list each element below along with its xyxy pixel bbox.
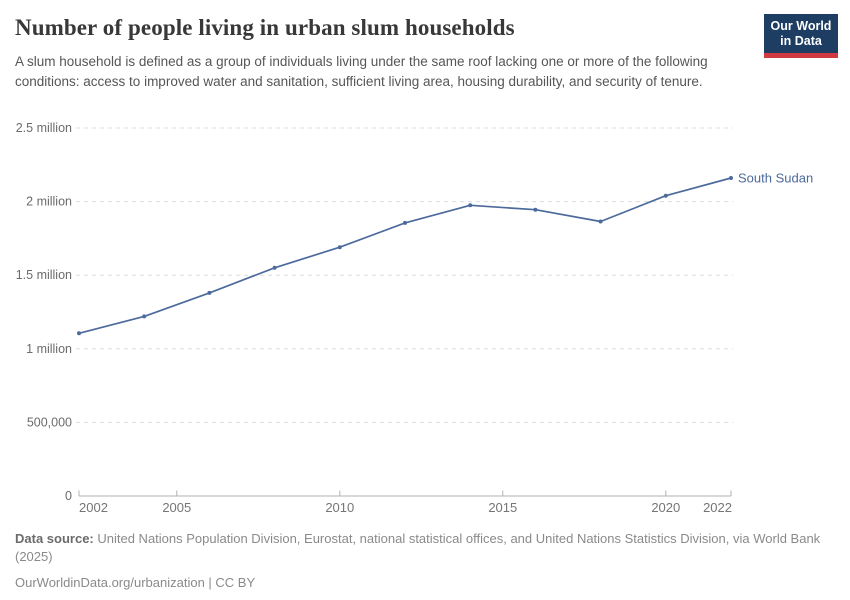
data-point xyxy=(663,193,668,198)
owid-logo-line2: in Data xyxy=(780,34,822,48)
data-point xyxy=(337,245,342,250)
data-point xyxy=(272,265,277,270)
owid-logo-line1: Our World xyxy=(770,19,832,33)
y-tick-label: 1.5 million xyxy=(16,268,72,282)
x-tick-label: 2022 xyxy=(703,500,732,515)
y-tick-label: 2.5 million xyxy=(16,121,72,135)
data-point xyxy=(533,207,538,212)
chart-footer: Data source: United Nations Population D… xyxy=(15,530,827,593)
y-tick-label: 0 xyxy=(65,489,72,503)
x-tick-label: 2005 xyxy=(162,500,191,515)
data-point xyxy=(468,203,473,208)
y-tick-label: 500,000 xyxy=(27,415,72,429)
x-tick-label: 2020 xyxy=(651,500,680,515)
data-point xyxy=(598,219,603,224)
x-tick-label: 2010 xyxy=(325,500,354,515)
owid-logo[interactable]: Our World in Data xyxy=(764,14,838,58)
entity-label[interactable]: South Sudan xyxy=(738,171,813,186)
data-point xyxy=(403,220,407,225)
line-chart: 0 500,000 1 million 1.5 million 2 million 2.5… xyxy=(16,121,813,515)
data-source-text: United Nations Population Division, Euro… xyxy=(15,531,821,565)
data-point xyxy=(207,290,212,295)
chart-subtitle: A slum household is defined as a group o… xyxy=(15,54,708,89)
x-tick-label: 2002 xyxy=(79,500,108,515)
x-tick-label: 2015 xyxy=(488,500,517,515)
chart-title: Number of people living in urban slum ho… xyxy=(15,15,515,40)
data-point xyxy=(729,176,733,180)
data-source-line: Data source: United Nations Population D… xyxy=(15,530,827,566)
data-point xyxy=(77,331,81,336)
data-point xyxy=(142,314,147,319)
y-tick-label: 1 million xyxy=(26,342,72,356)
y-tick-label: 2 million xyxy=(26,195,72,209)
data-source-label: Data source: xyxy=(15,531,94,546)
owid-url-line[interactable]: OurWorldinData.org/urbanization | CC BY xyxy=(15,575,256,591)
